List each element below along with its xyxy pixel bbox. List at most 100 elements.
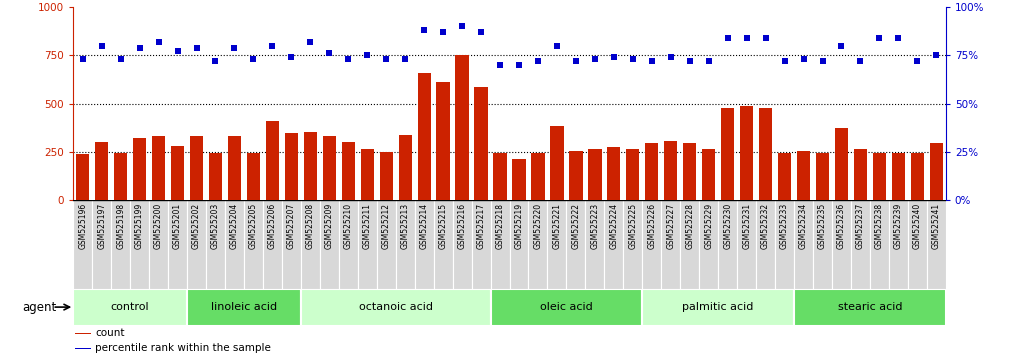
Text: GSM525221: GSM525221 <box>552 202 561 249</box>
Text: GSM525198: GSM525198 <box>116 202 125 249</box>
Bar <box>626 149 640 200</box>
Bar <box>643 289 794 326</box>
Bar <box>588 149 601 200</box>
Text: percentile rank within the sample: percentile rank within the sample <box>95 343 271 353</box>
Text: GSM525202: GSM525202 <box>192 202 201 249</box>
Bar <box>361 149 374 200</box>
Point <box>245 56 261 62</box>
Bar <box>418 73 431 200</box>
Bar <box>456 55 469 200</box>
Point <box>151 39 167 45</box>
Bar <box>282 200 301 289</box>
Bar <box>531 153 545 200</box>
Point <box>530 58 546 64</box>
Bar <box>683 143 697 200</box>
Text: GSM525205: GSM525205 <box>249 202 258 249</box>
Text: GSM525236: GSM525236 <box>837 202 846 249</box>
Text: GSM525203: GSM525203 <box>211 202 220 249</box>
Bar <box>816 153 829 200</box>
Bar <box>247 153 260 200</box>
Text: GSM525209: GSM525209 <box>324 202 334 249</box>
Bar <box>529 200 547 289</box>
Text: agent: agent <box>22 301 56 314</box>
Point <box>776 58 792 64</box>
Bar <box>510 200 529 289</box>
Bar <box>607 147 620 200</box>
Text: GSM525226: GSM525226 <box>647 202 656 249</box>
Point <box>188 45 204 50</box>
Bar <box>474 87 488 200</box>
Point <box>227 45 243 50</box>
Point <box>758 35 774 41</box>
Bar <box>570 151 583 200</box>
Bar <box>889 200 908 289</box>
Text: GSM525224: GSM525224 <box>609 202 618 249</box>
Text: GSM525222: GSM525222 <box>572 202 581 249</box>
Bar <box>908 200 926 289</box>
Bar <box>433 200 453 289</box>
Bar <box>851 200 870 289</box>
Text: GSM525215: GSM525215 <box>438 202 447 249</box>
Text: octanoic acid: octanoic acid <box>359 302 432 312</box>
Text: GSM525240: GSM525240 <box>913 202 921 249</box>
Bar <box>342 142 355 200</box>
Bar <box>301 200 319 289</box>
Text: GSM525237: GSM525237 <box>856 202 864 249</box>
Point <box>416 27 432 33</box>
Point <box>681 58 698 64</box>
Text: GSM525218: GSM525218 <box>495 202 504 249</box>
Bar <box>285 133 298 200</box>
Bar <box>187 200 206 289</box>
Bar <box>322 136 336 200</box>
Text: GSM525217: GSM525217 <box>477 202 485 249</box>
Point <box>929 52 945 58</box>
Point <box>890 35 906 41</box>
Bar <box>190 136 203 200</box>
Text: GSM525241: GSM525241 <box>932 202 941 249</box>
Text: GSM525208: GSM525208 <box>306 202 315 249</box>
Text: GSM525199: GSM525199 <box>135 202 144 249</box>
Bar <box>835 128 848 200</box>
Bar <box>415 200 433 289</box>
Point <box>815 58 831 64</box>
Text: GSM525201: GSM525201 <box>173 202 182 249</box>
Bar <box>794 200 813 289</box>
Point <box>340 56 356 62</box>
Bar <box>111 200 130 289</box>
Point <box>321 51 338 56</box>
Bar <box>73 289 187 326</box>
Bar <box>759 108 772 200</box>
Text: control: control <box>111 302 149 312</box>
Bar <box>399 135 412 200</box>
Point <box>94 43 110 48</box>
Point <box>511 62 527 68</box>
Bar <box>926 200 946 289</box>
Bar <box>265 121 279 200</box>
Point <box>644 58 660 64</box>
Bar <box>870 200 889 289</box>
Bar <box>206 200 225 289</box>
Text: GSM525213: GSM525213 <box>401 202 410 249</box>
Bar <box>379 152 393 200</box>
Bar <box>892 153 905 200</box>
Point <box>264 43 281 48</box>
Text: GSM525204: GSM525204 <box>230 202 239 249</box>
Point <box>852 58 869 64</box>
Text: GSM525231: GSM525231 <box>742 202 752 249</box>
Bar <box>304 132 317 200</box>
Text: GSM525233: GSM525233 <box>780 202 789 249</box>
Text: linoleic acid: linoleic acid <box>211 302 277 312</box>
Text: GSM525235: GSM525235 <box>818 202 827 249</box>
Bar <box>586 200 604 289</box>
Bar <box>604 200 623 289</box>
Bar <box>645 143 658 200</box>
Bar <box>756 200 775 289</box>
Bar <box>661 200 680 289</box>
Bar <box>664 141 677 200</box>
Point <box>549 43 565 48</box>
Text: GSM525214: GSM525214 <box>420 202 428 249</box>
Bar <box>513 159 526 200</box>
Bar <box>376 200 396 289</box>
Bar <box>623 200 643 289</box>
Text: GSM525230: GSM525230 <box>723 202 732 249</box>
